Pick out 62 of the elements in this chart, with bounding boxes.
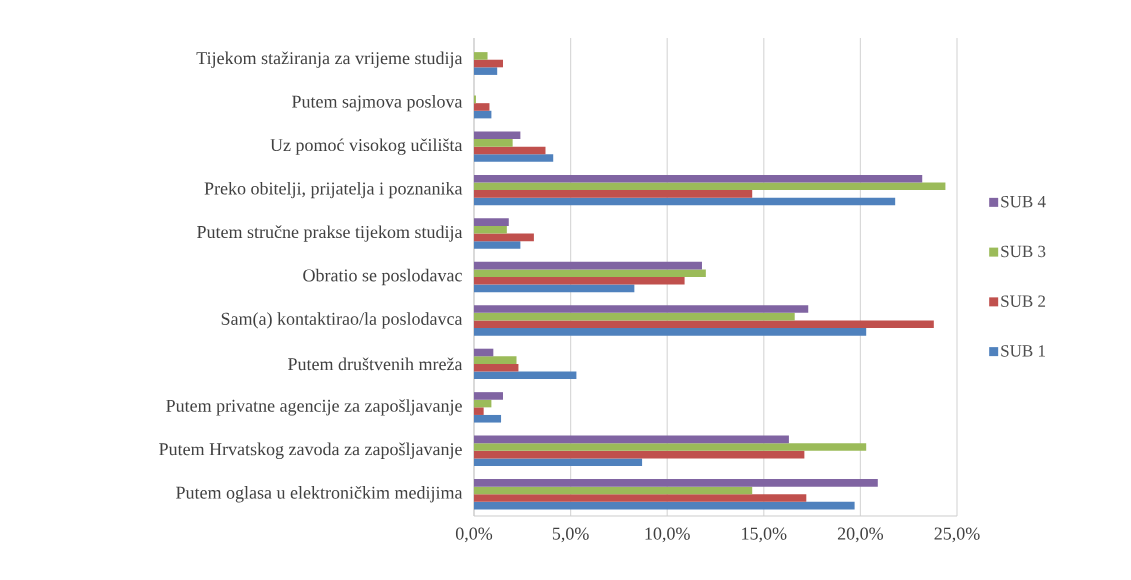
bar bbox=[474, 363, 519, 372]
bar bbox=[474, 348, 494, 357]
bar bbox=[474, 197, 896, 206]
bar bbox=[474, 443, 867, 451]
bar bbox=[474, 356, 517, 364]
bar bbox=[474, 139, 513, 147]
y-tick-label: Sam(a) kontaktirao/la poslodavca bbox=[221, 312, 463, 329]
y-tick-label: Obratio se poslodavac bbox=[303, 268, 462, 286]
bar bbox=[474, 182, 946, 191]
y-tick-label: Putem oglasa u elektroničkim medijima bbox=[176, 486, 463, 503]
y-tick-label: Putem sajmova poslova bbox=[292, 95, 463, 112]
bar bbox=[474, 67, 498, 75]
bar bbox=[474, 312, 795, 321]
bar bbox=[474, 501, 855, 510]
y-tick-label: Uz pomoć visokog učilišta bbox=[270, 138, 463, 155]
bar bbox=[474, 399, 492, 408]
legend-label: SUB 2 bbox=[1001, 295, 1046, 307]
bar bbox=[474, 103, 490, 111]
legend-label: SUB 1 bbox=[1001, 345, 1045, 357]
bar bbox=[474, 450, 805, 459]
x-tick-label: 20,0% bbox=[837, 527, 884, 543]
bar bbox=[474, 320, 934, 329]
bar bbox=[474, 371, 577, 380]
bar bbox=[474, 269, 706, 277]
y-tick-label: Tijekom stažiranja za vrijeme studija bbox=[196, 51, 463, 68]
y-tick-label: Putem društvenih mreža bbox=[288, 357, 463, 371]
y-tick-label: Putem Hrvatskog zavoda za zapošljavanje bbox=[159, 442, 462, 460]
bar bbox=[474, 407, 484, 415]
bar bbox=[474, 110, 492, 119]
bar bbox=[474, 174, 923, 183]
bar bbox=[474, 146, 546, 155]
bar bbox=[474, 486, 753, 495]
bar bbox=[474, 241, 521, 249]
bar bbox=[474, 190, 753, 198]
bar bbox=[474, 154, 554, 162]
bar bbox=[474, 494, 807, 502]
x-tick-label: 10,0% bbox=[645, 527, 690, 543]
legend-label: SUB 3 bbox=[1001, 245, 1046, 258]
y-tick-label: Preko obitelji, prijatelja i poznanika bbox=[204, 181, 463, 199]
bar bbox=[474, 276, 685, 285]
y-tick-label: Putem stručne prakse tijekom studija bbox=[197, 225, 463, 242]
bar bbox=[474, 435, 789, 444]
bar bbox=[474, 218, 509, 226]
bar bbox=[474, 59, 503, 68]
y-tick-label: Putem privatne agencije za zapošljavanje bbox=[166, 399, 462, 416]
bar bbox=[474, 392, 503, 400]
bar bbox=[474, 479, 878, 487]
bar bbox=[474, 131, 521, 140]
bar bbox=[474, 305, 809, 313]
x-tick-label: 5,0% bbox=[552, 527, 589, 543]
legend-label: SUB 4 bbox=[1001, 195, 1046, 208]
x-tick-label: 15,0% bbox=[742, 527, 787, 543]
x-tick-label: 25,0% bbox=[934, 527, 980, 543]
bar bbox=[474, 52, 488, 60]
bar bbox=[474, 225, 507, 234]
bar bbox=[474, 284, 635, 293]
bar bbox=[474, 458, 643, 466]
bar bbox=[474, 261, 702, 270]
bar bbox=[474, 233, 534, 242]
bar bbox=[474, 414, 502, 423]
x-tick-label: 0,0% bbox=[455, 527, 493, 543]
bar bbox=[474, 328, 867, 336]
